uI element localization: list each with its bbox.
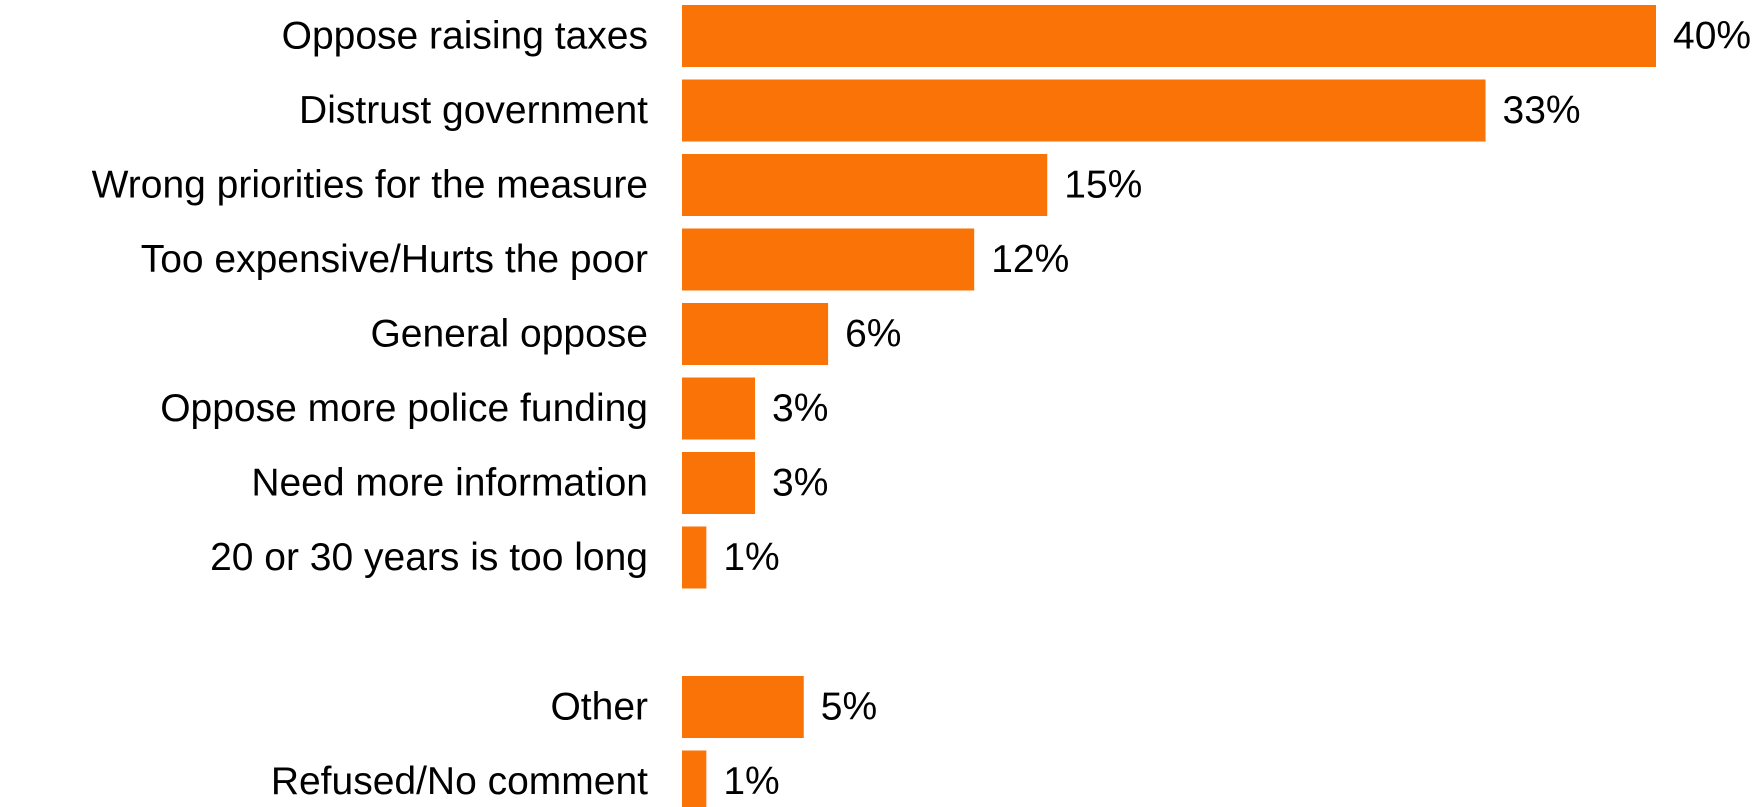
bar — [682, 377, 756, 440]
category-label: Wrong priorities for the measure — [92, 164, 648, 207]
bar — [682, 79, 1486, 142]
bar — [682, 5, 1656, 67]
category-label: Other — [550, 686, 648, 729]
category-label: General oppose — [370, 313, 648, 356]
data-label: 1% — [723, 760, 779, 803]
data-label: 40% — [1673, 15, 1751, 58]
bar — [682, 228, 975, 291]
data-labels: 40% 33% 15% 12% 6% 3% 3% 1% 5% 1% — [723, 15, 1751, 804]
data-label: 15% — [1064, 164, 1142, 207]
category-label: Refused/No comment — [271, 760, 648, 803]
data-label: 33% — [1503, 89, 1581, 132]
category-labels: Oppose raising taxes Distrust government W… — [92, 15, 649, 804]
category-label: 20 or 30 years is too long — [210, 536, 648, 579]
bar — [682, 750, 707, 807]
data-label: 3% — [772, 387, 828, 430]
bar — [682, 154, 1048, 216]
data-label: 1% — [723, 536, 779, 579]
category-label: Need more information — [251, 462, 648, 505]
data-label: 3% — [772, 462, 828, 505]
data-label: 5% — [821, 686, 877, 729]
bar — [682, 452, 756, 514]
category-label: Oppose raising taxes — [282, 15, 648, 58]
data-label: 12% — [991, 238, 1069, 281]
category-label: Distrust government — [299, 89, 648, 132]
category-label: Too expensive/Hurts the poor — [141, 238, 648, 281]
bars — [682, 5, 1656, 807]
category-label: Oppose more police funding — [160, 387, 648, 430]
bar — [682, 526, 707, 589]
data-label: 6% — [845, 313, 901, 356]
bar — [682, 303, 829, 365]
bar — [682, 676, 804, 738]
